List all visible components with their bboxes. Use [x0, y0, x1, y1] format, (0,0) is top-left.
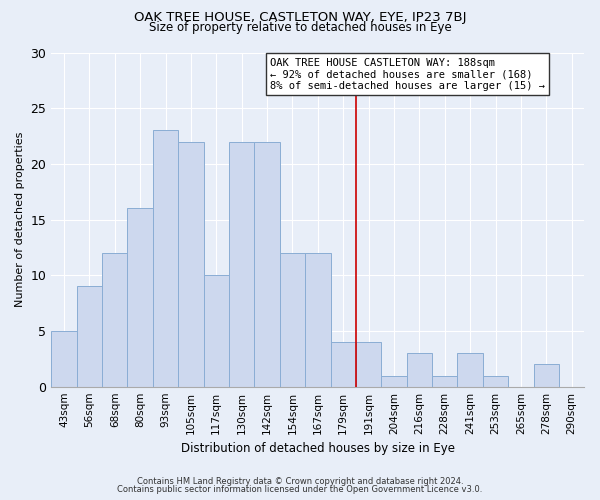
Text: Contains public sector information licensed under the Open Government Licence v3: Contains public sector information licen…: [118, 485, 482, 494]
Bar: [407, 354, 432, 386]
Text: OAK TREE HOUSE, CASTLETON WAY, EYE, IP23 7BJ: OAK TREE HOUSE, CASTLETON WAY, EYE, IP23…: [134, 12, 466, 24]
Bar: [127, 208, 153, 386]
Bar: [51, 331, 77, 386]
Bar: [102, 253, 127, 386]
Bar: [457, 354, 483, 386]
Bar: [153, 130, 178, 386]
Bar: [533, 364, 559, 386]
Bar: [331, 342, 356, 386]
Bar: [381, 376, 407, 386]
Bar: [254, 142, 280, 386]
Bar: [229, 142, 254, 386]
Text: Size of property relative to detached houses in Eye: Size of property relative to detached ho…: [149, 22, 451, 35]
Bar: [305, 253, 331, 386]
Bar: [356, 342, 381, 386]
Bar: [432, 376, 457, 386]
Bar: [77, 286, 102, 386]
Text: OAK TREE HOUSE CASTLETON WAY: 188sqm
← 92% of detached houses are smaller (168)
: OAK TREE HOUSE CASTLETON WAY: 188sqm ← 9…: [270, 58, 545, 90]
Y-axis label: Number of detached properties: Number of detached properties: [15, 132, 25, 308]
Bar: [203, 276, 229, 386]
Bar: [178, 142, 203, 386]
Bar: [280, 253, 305, 386]
Bar: [483, 376, 508, 386]
Text: Contains HM Land Registry data © Crown copyright and database right 2024.: Contains HM Land Registry data © Crown c…: [137, 477, 463, 486]
X-axis label: Distribution of detached houses by size in Eye: Distribution of detached houses by size …: [181, 442, 455, 455]
